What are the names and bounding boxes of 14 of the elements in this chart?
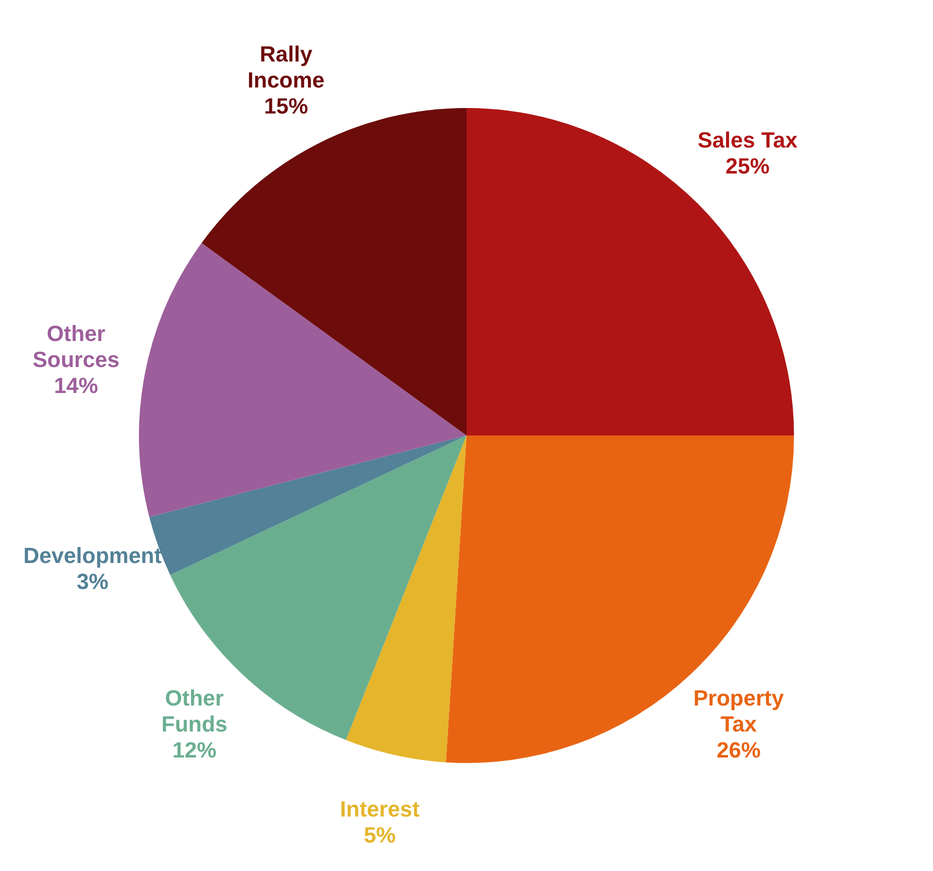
slice-label: Rally Income <box>248 41 325 92</box>
slice-label: Property Tax <box>693 685 785 736</box>
slice-label: Interest <box>340 796 420 822</box>
slice-label: Other Sources <box>32 321 120 372</box>
data-label: 26% <box>716 737 761 762</box>
data-label: 14% <box>54 373 98 398</box>
slice-label: Other Funds <box>161 685 228 736</box>
data-label: 12% <box>172 737 216 762</box>
slice-label: Sales Tax <box>698 127 798 152</box>
data-label: 15% <box>264 93 308 118</box>
data-label: 5% <box>364 822 396 848</box>
data-label: 3% <box>76 569 108 594</box>
data-label: 25% <box>726 153 770 178</box>
slice-label: Development <box>23 543 162 568</box>
